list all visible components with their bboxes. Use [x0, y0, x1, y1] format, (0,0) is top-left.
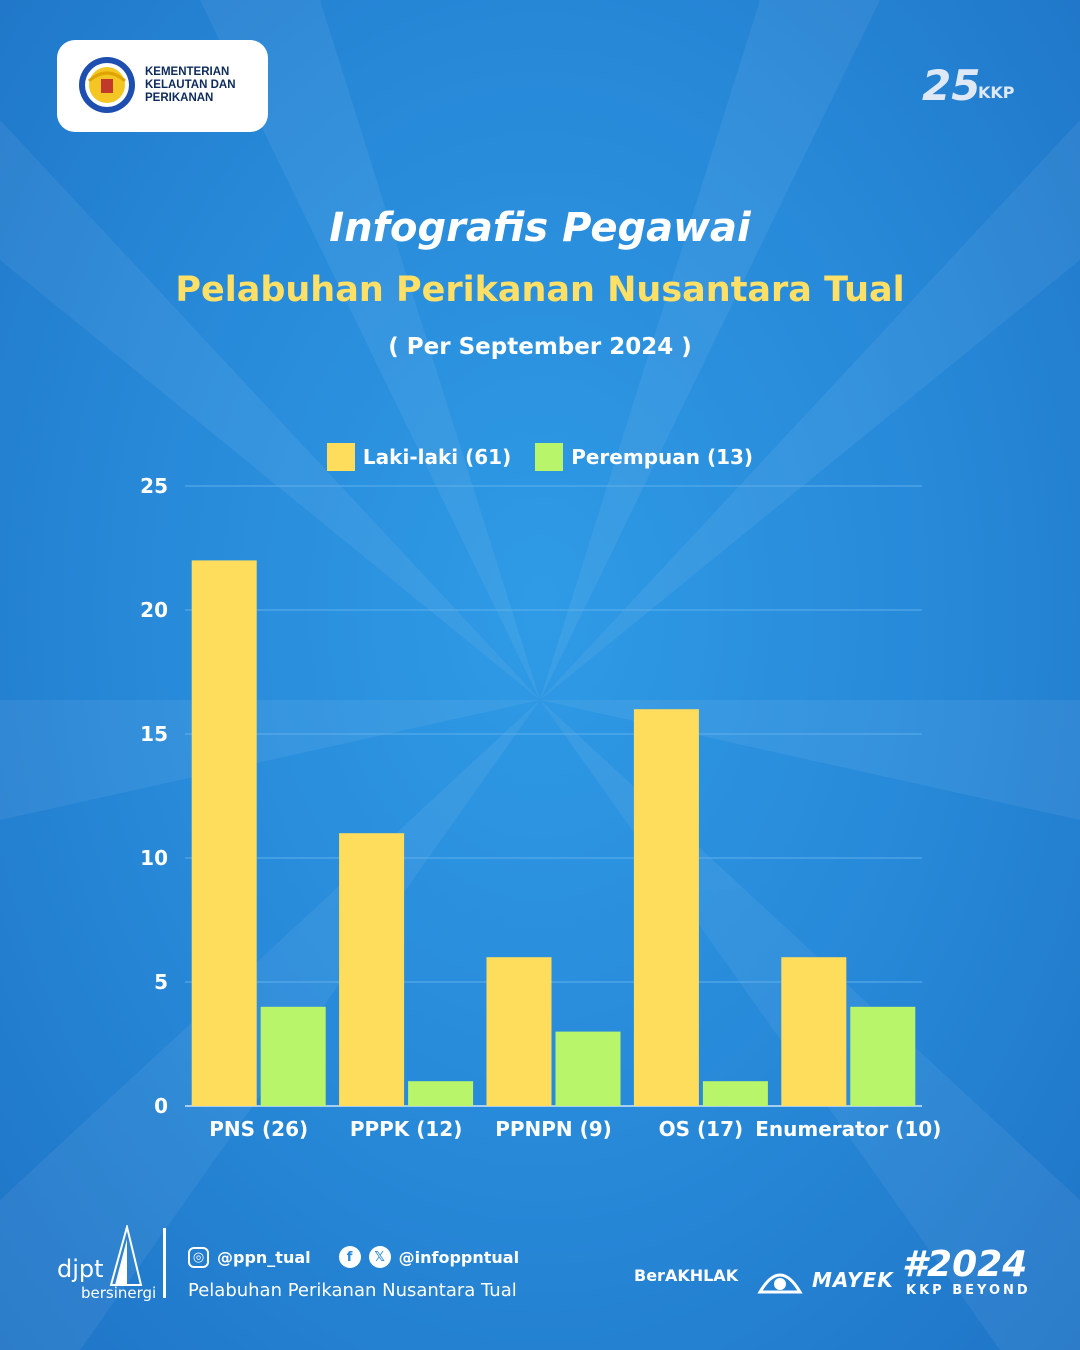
- x-tick-label: Enumerator (10): [755, 1117, 941, 1141]
- footer-org-name: Pelabuhan Perikanan Nusantara Tual: [188, 1280, 517, 1301]
- bar-female: [702, 1081, 768, 1106]
- legend-swatch-female: [535, 443, 564, 471]
- x-icon: 𝕏: [368, 1246, 391, 1268]
- bar-female: [850, 1006, 916, 1106]
- page-title: Infografis Pegawai: [329, 205, 751, 251]
- y-tick-label: 5: [154, 970, 168, 994]
- footer-divider: [163, 1228, 166, 1298]
- mayek-logo: MAYEK: [812, 1268, 894, 1292]
- anniversary-number: 25: [922, 61, 980, 110]
- garuda-emblem-icon: [79, 57, 135, 113]
- legend-item-male: Laki-laki (61): [326, 443, 512, 471]
- facebook-icon: f: [338, 1246, 361, 1268]
- bar-male: [486, 957, 552, 1106]
- legend-label-female: Perempuan (13): [571, 445, 754, 469]
- bar-male: [633, 709, 699, 1106]
- legend-label-male: Laki-laki (61): [362, 445, 512, 469]
- legend-item-female: Perempuan (13): [535, 443, 753, 471]
- y-tick-label: 10: [140, 846, 168, 870]
- bar-male: [191, 560, 257, 1106]
- bar-male: [781, 957, 847, 1106]
- facebook-x-handle: @infoppntual: [398, 1247, 520, 1267]
- legend-swatch-male: [326, 443, 355, 471]
- period-label: ( Per September 2024 ): [388, 334, 692, 360]
- y-tick-label: 0: [154, 1094, 168, 1118]
- mayek-emblem-icon: [757, 1273, 803, 1294]
- sail-icon: [109, 1225, 143, 1286]
- x-tick-label: PNS (26): [209, 1117, 308, 1141]
- kkp-25-anniversary-logo: 25 KKP: [922, 61, 1015, 110]
- bar-male: [339, 833, 405, 1106]
- x-tick-label: PPPK (12): [350, 1117, 463, 1141]
- anniversary-kkp-text: KKP: [978, 83, 1015, 102]
- kkp-2024-logo: #2024: [902, 1244, 1028, 1285]
- y-tick-label: 25: [140, 474, 168, 498]
- social-handles: ◎ @ppn_tual f 𝕏 @infoppntual: [188, 1246, 519, 1268]
- chart-legend: Laki-laki (61) Perempuan (13): [0, 443, 1080, 471]
- bar-female: [408, 1081, 474, 1106]
- kkp-beyond-text: KKP BEYOND: [906, 1283, 1031, 1298]
- x-tick-label: OS (17): [659, 1117, 743, 1141]
- djpt-text: djpt: [57, 1255, 104, 1283]
- bar-female: [555, 1031, 621, 1106]
- x-tick-label: PPNPN (9): [495, 1117, 612, 1141]
- kkp-logo-card: KEMENTERIAN KELAUTAN DAN PERIKANAN: [57, 40, 268, 132]
- instagram-handle: @ppn_tual: [217, 1247, 311, 1267]
- djpt-tagline: bersinergi: [81, 1284, 157, 1302]
- ministry-name: KEMENTERIAN KELAUTAN DAN PERIKANAN: [145, 66, 236, 104]
- berakhlak-logo: BerAKHLAK: [634, 1266, 739, 1285]
- y-tick-label: 20: [140, 598, 168, 622]
- instagram-icon: ◎: [188, 1246, 209, 1268]
- page-subtitle: Pelabuhan Perikanan Nusantara Tual: [175, 270, 905, 310]
- y-tick-label: 15: [140, 722, 168, 746]
- bar-female: [260, 1006, 326, 1106]
